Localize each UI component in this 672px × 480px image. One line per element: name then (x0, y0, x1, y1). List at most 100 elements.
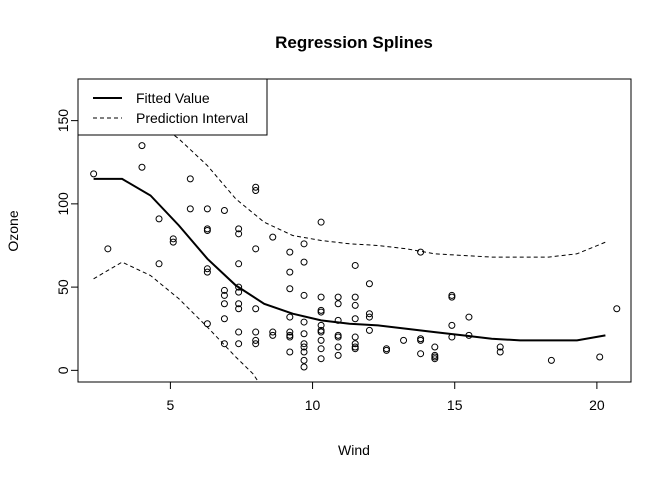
data-point (334, 300, 342, 308)
data-point (252, 183, 260, 191)
data-point (155, 215, 163, 223)
data-point (252, 328, 260, 336)
data-point (365, 310, 373, 318)
data-point (169, 235, 177, 243)
data-point (235, 230, 243, 238)
legend: Fitted Value Prediction Interval (77, 78, 268, 136)
data-point (220, 207, 228, 215)
data-point (317, 293, 325, 301)
y-tick-label: 150 (55, 109, 71, 133)
data-point (300, 291, 308, 299)
data-point (252, 305, 260, 313)
data-point (365, 280, 373, 288)
data-point (220, 286, 228, 294)
data-point (203, 205, 211, 213)
legend-label-fitted: Fitted Value (136, 90, 210, 106)
data-point (317, 321, 325, 329)
data-point (286, 248, 294, 256)
data-point (155, 260, 163, 268)
prediction-interval-line-2 (93, 261, 259, 382)
data-point (235, 328, 243, 336)
data-point (613, 305, 621, 313)
x-axis-label: Wind (338, 442, 370, 458)
y-tick-label: 100 (55, 192, 71, 216)
data-point (351, 333, 359, 341)
data-point (220, 315, 228, 323)
x-tick-label: 5 (167, 397, 175, 413)
data-point (317, 328, 325, 336)
data-point (334, 316, 342, 324)
data-point (431, 343, 439, 351)
x-axis: 5 10 15 20 (167, 381, 605, 413)
data-point (300, 258, 308, 266)
data-point (351, 340, 359, 348)
data-point (431, 355, 439, 363)
data-point (138, 163, 146, 171)
data-point (317, 345, 325, 353)
x-tick-label: 10 (305, 397, 321, 413)
data-point (203, 227, 211, 234)
data-point (382, 346, 390, 354)
data-point (269, 328, 277, 336)
data-point (138, 142, 146, 150)
data-point (186, 205, 194, 213)
scatter-points (90, 142, 621, 371)
data-point (448, 321, 456, 329)
data-point (300, 330, 308, 338)
y-axis-label: Ozone (5, 210, 21, 251)
data-point (220, 300, 228, 308)
data-point (351, 293, 359, 301)
data-point (235, 283, 243, 291)
data-point (351, 345, 359, 353)
data-point (252, 340, 260, 348)
data-point (365, 313, 373, 321)
data-point (300, 363, 308, 371)
data-point (286, 313, 294, 321)
data-point (300, 348, 308, 356)
data-point (417, 350, 425, 358)
data-point (334, 343, 342, 351)
data-point (104, 245, 112, 253)
prediction-interval-line-1 (93, 80, 606, 258)
data-point (496, 348, 504, 356)
data-point (252, 336, 260, 344)
data-point (235, 288, 243, 296)
data-point (334, 333, 342, 341)
data-point (496, 343, 504, 351)
data-point (351, 261, 359, 269)
data-point (596, 353, 604, 361)
y-tick-label: 50 (55, 279, 71, 295)
data-point (300, 356, 308, 364)
data-point (334, 351, 342, 359)
data-point (317, 336, 325, 344)
data-point (317, 218, 325, 226)
fitted-value-line (93, 177, 606, 342)
data-point (235, 225, 243, 233)
data-point (252, 245, 260, 253)
data-point (351, 315, 359, 323)
y-tick-label: 0 (55, 366, 71, 374)
chart-title: Regression Splines (275, 33, 433, 52)
data-point (186, 175, 194, 183)
data-point (90, 170, 98, 178)
data-point (465, 313, 473, 321)
data-point (300, 240, 308, 248)
data-point (220, 291, 228, 299)
data-point (286, 348, 294, 356)
legend-box (77, 78, 268, 136)
data-point (300, 318, 308, 326)
data-point (300, 340, 308, 348)
data-point (365, 326, 373, 334)
data-point (300, 343, 308, 351)
data-point (235, 260, 243, 268)
series-lines (93, 80, 606, 382)
data-point (235, 300, 243, 308)
data-point (286, 268, 294, 276)
legend-label-interval: Prediction Interval (136, 110, 248, 126)
data-point (203, 265, 211, 273)
data-point (169, 238, 177, 246)
data-point (448, 293, 456, 301)
data-point (286, 333, 294, 341)
data-point (317, 308, 325, 316)
